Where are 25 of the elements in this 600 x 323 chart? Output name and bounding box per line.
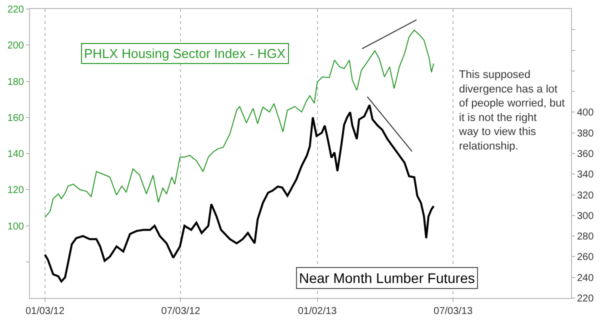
y2-tick-label: 320 xyxy=(577,190,594,202)
x-tick-label: 01/03/12 xyxy=(25,306,65,317)
y2-tick-label: 400 xyxy=(577,108,594,119)
y2-tick-label: 260 xyxy=(577,252,594,264)
y2-tick-label: 380 xyxy=(577,128,594,140)
y2-tick-label: 220 xyxy=(577,294,594,304)
y-tick-label: 100 xyxy=(7,221,24,232)
text: Near Month Lumber Futures xyxy=(299,270,475,286)
text: PHLX Housing Sector Index - HGX xyxy=(84,46,286,61)
x-tick-label: 01/02/13 xyxy=(298,306,338,317)
y2-tick-label: 240 xyxy=(577,272,594,284)
y-tick-label: 200 xyxy=(7,40,24,52)
y-tick-label: 160 xyxy=(7,112,24,124)
y2-tick-label: 300 xyxy=(577,210,594,222)
y-tick-label: 120 xyxy=(7,185,24,196)
y2-tick-label: 280 xyxy=(577,232,594,243)
annotation: This supposed divergence has a lot of people worried, but it is not the right way to view this relationship. xyxy=(458,69,565,152)
y2-tick-label: 360 xyxy=(577,149,594,160)
line-series xyxy=(44,30,434,218)
y-tick-label: 220 xyxy=(7,4,24,16)
x-tick-label: 07/03/13 xyxy=(434,306,473,317)
y-tick-label: 140 xyxy=(7,149,24,160)
x-tick-label: 07/03/12 xyxy=(161,306,201,317)
y-tick-label: 180 xyxy=(7,76,24,88)
y2-tick-label: 340 xyxy=(577,170,594,181)
